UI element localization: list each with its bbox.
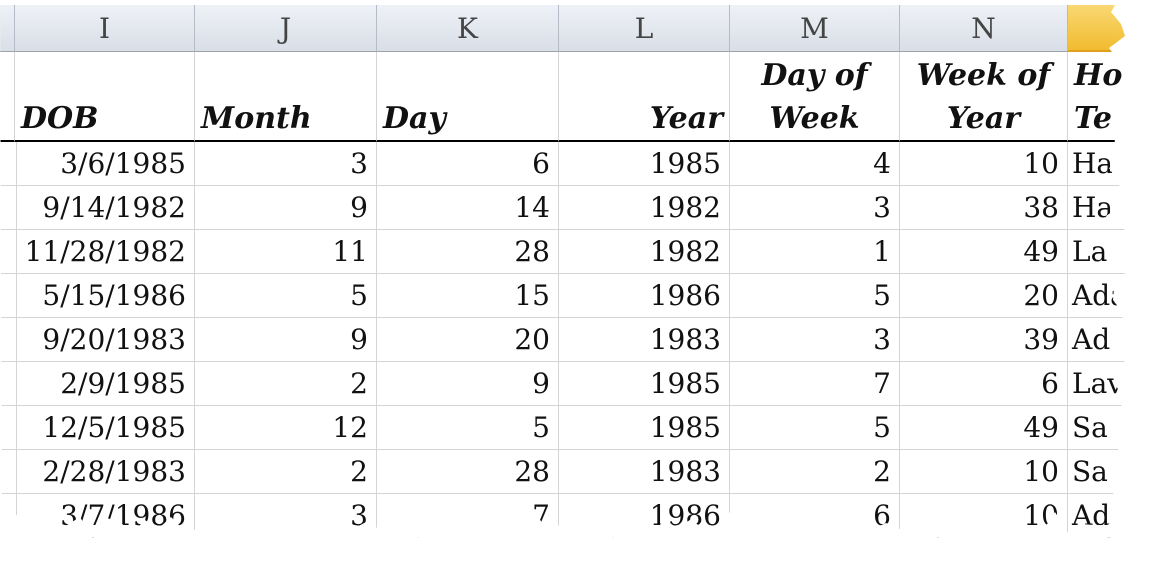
cell <box>0 450 17 494</box>
cell <box>0 362 17 406</box>
cell[interactable]: 11 <box>195 230 377 274</box>
header-cell <box>0 52 15 142</box>
cell[interactable]: 7 <box>377 494 559 538</box>
cell[interactable]: 5 <box>377 406 559 450</box>
cell <box>0 142 17 186</box>
header-text: Year <box>946 101 1021 136</box>
cell[interactable]: 12 <box>195 406 377 450</box>
column-header[interactable]: N <box>900 5 1068 52</box>
cell[interactable]: 1982 <box>559 186 730 230</box>
cell[interactable]: 9 <box>195 318 377 362</box>
header-cell: DOB <box>15 52 195 142</box>
cell[interactable]: Lav <box>1068 362 1130 406</box>
cell[interactable]: 3 <box>730 186 900 230</box>
header-cell: Day of Week <box>730 52 900 142</box>
cell[interactable]: Sa <box>1068 406 1130 450</box>
cell[interactable]: 7 <box>730 362 900 406</box>
cell[interactable]: 14 <box>377 186 559 230</box>
cell[interactable]: 6 <box>900 362 1068 406</box>
cell[interactable]: 1983 <box>559 450 730 494</box>
header-text: Ho <box>1074 58 1123 93</box>
header-text: Day <box>383 101 446 136</box>
column-header[interactable]: J <box>195 5 377 52</box>
cell[interactable]: 1985 <box>559 362 730 406</box>
cell[interactable]: 2 <box>195 450 377 494</box>
header-cell: Year <box>559 52 730 142</box>
cell[interactable]: 1985 <box>559 142 730 186</box>
header-cell: Ho Te <box>1068 52 1130 142</box>
cell[interactable]: 28 <box>377 230 559 274</box>
cell[interactable]: 10 <box>900 494 1068 538</box>
cell[interactable]: 5 <box>195 274 377 318</box>
cell[interactable]: Sa <box>1068 450 1130 494</box>
column-header-selected[interactable] <box>1068 5 1130 52</box>
column-header[interactable]: I <box>15 5 195 52</box>
header-text: Month <box>201 101 312 136</box>
cell[interactable]: 3/7/1986 <box>15 494 195 538</box>
cell[interactable]: 39 <box>900 318 1068 362</box>
header-text: DOB <box>21 101 99 136</box>
cell[interactable]: 20 <box>900 274 1068 318</box>
cell <box>0 318 17 362</box>
cell[interactable]: Ada <box>1068 274 1130 318</box>
cell[interactable]: Ha <box>1068 142 1130 186</box>
cell[interactable]: 3 <box>195 494 377 538</box>
column-header[interactable]: L <box>559 5 730 52</box>
cell[interactable]: 9/14/1982 <box>15 186 195 230</box>
cell[interactable]: 9 <box>377 362 559 406</box>
cell[interactable]: 10 <box>900 142 1068 186</box>
header-text: Year <box>649 101 723 136</box>
cell[interactable]: 6 <box>377 142 559 186</box>
cell[interactable]: 15 <box>377 274 559 318</box>
cell[interactable]: La <box>1068 230 1130 274</box>
header-text: Te <box>1074 101 1112 136</box>
cell[interactable]: 1983 <box>559 318 730 362</box>
cell[interactable]: 3 <box>195 142 377 186</box>
header-cell: Month <box>195 52 377 142</box>
cell[interactable]: Ad <box>1068 318 1130 362</box>
cell[interactable]: 20 <box>377 318 559 362</box>
cell[interactable]: 11/28/1982 <box>15 230 195 274</box>
column-header <box>0 5 15 52</box>
cell[interactable]: 9 <box>195 186 377 230</box>
cell <box>0 274 17 318</box>
cell[interactable]: 38 <box>900 186 1068 230</box>
header-text: Day of <box>761 58 868 93</box>
cell[interactable]: Ha <box>1068 186 1130 230</box>
cell[interactable]: 1 <box>730 230 900 274</box>
cell[interactable]: 49 <box>900 406 1068 450</box>
cell[interactable]: 2/28/1983 <box>15 450 195 494</box>
cell[interactable]: 2 <box>195 362 377 406</box>
cell[interactable]: 5 <box>730 406 900 450</box>
cell[interactable]: 4 <box>730 142 900 186</box>
header-text: Week <box>769 101 860 136</box>
header-text: Week of <box>916 58 1051 93</box>
cell <box>0 186 17 230</box>
column-header[interactable]: M <box>730 5 900 52</box>
cell[interactable]: 1986 <box>559 274 730 318</box>
cell[interactable]: Ad <box>1068 494 1130 538</box>
cell[interactable]: 2 <box>730 450 900 494</box>
cell[interactable]: 12/5/1985 <box>15 406 195 450</box>
cell[interactable]: 1985 <box>559 406 730 450</box>
cell[interactable]: 1982 <box>559 230 730 274</box>
cell <box>0 406 17 450</box>
cell[interactable]: 10 <box>900 450 1068 494</box>
cell <box>0 230 17 274</box>
header-cell: Day <box>377 52 559 142</box>
cell[interactable]: 28 <box>377 450 559 494</box>
cell[interactable]: 1986 <box>559 494 730 538</box>
cell[interactable]: 6 <box>730 494 900 538</box>
cell[interactable]: 5/15/1986 <box>15 274 195 318</box>
cell[interactable]: 9/20/1983 <box>15 318 195 362</box>
cell[interactable]: 49 <box>900 230 1068 274</box>
cell[interactable]: 3/6/1985 <box>15 142 195 186</box>
header-cell: Week of Year <box>900 52 1068 142</box>
spreadsheet: I J K L M N DOB Month Day Year Day of Week Week of Ye… <box>0 5 1130 538</box>
cell[interactable]: 3 <box>730 318 900 362</box>
cell[interactable]: 2/9/1985 <box>15 362 195 406</box>
cell[interactable]: 5 <box>730 274 900 318</box>
column-header[interactable]: K <box>377 5 559 52</box>
